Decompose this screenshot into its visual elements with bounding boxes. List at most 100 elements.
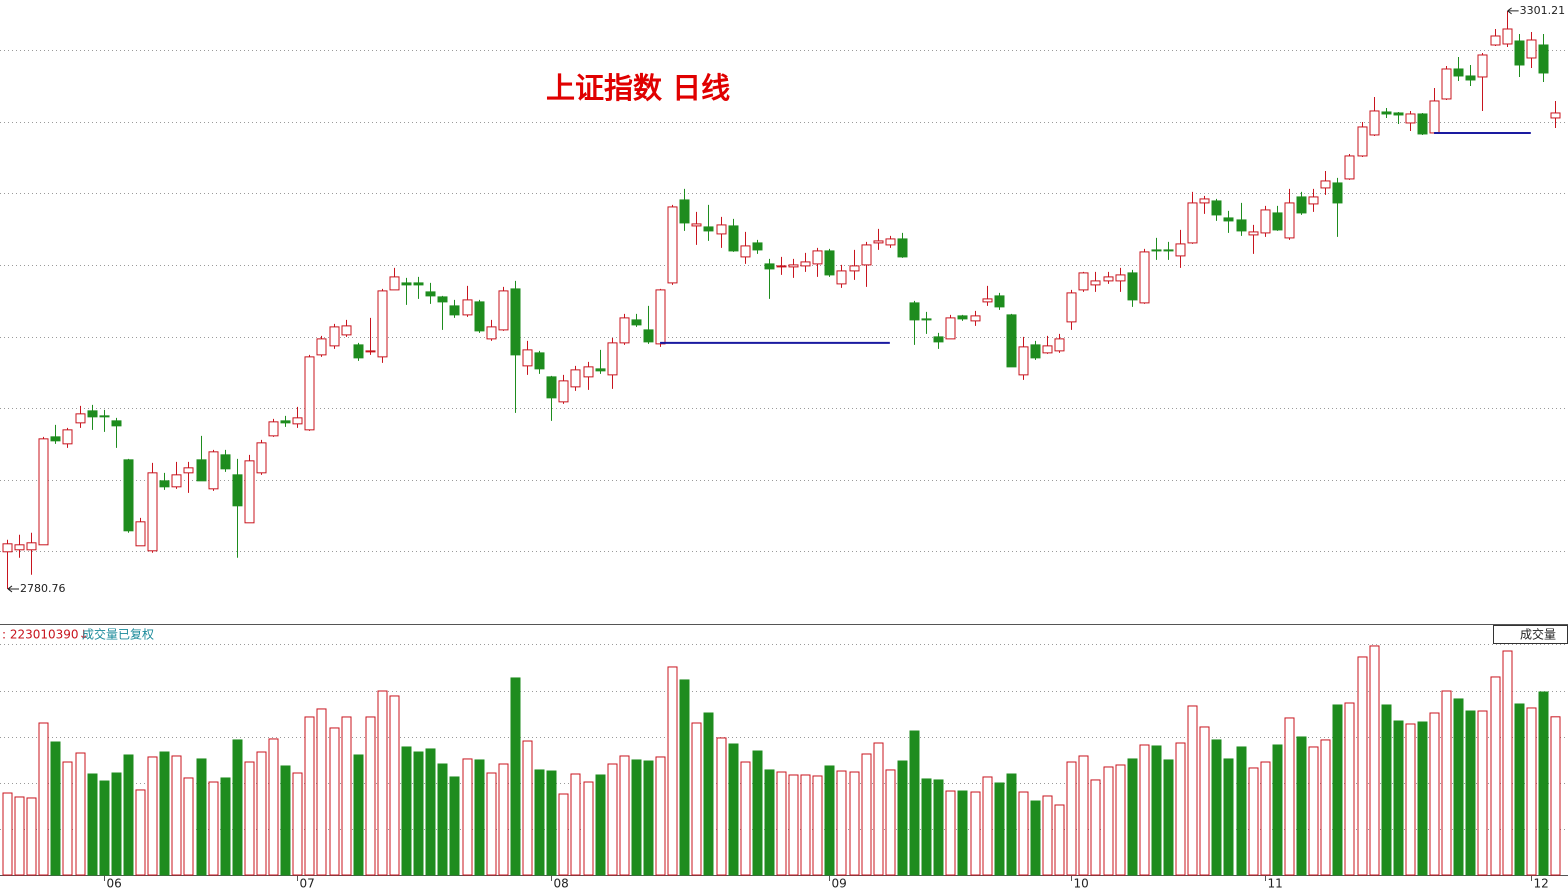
candle-body [1417, 113, 1428, 135]
volume-bar [1369, 645, 1380, 876]
candle-body [631, 319, 642, 326]
volume-bar [933, 779, 944, 876]
candle-body [425, 291, 436, 297]
candle-body [353, 344, 364, 359]
volume-bar [474, 759, 485, 876]
candle-body [147, 472, 158, 552]
volume-bar [800, 774, 811, 876]
volume-bar [534, 769, 545, 876]
volume-bar [1260, 761, 1271, 876]
volume-bar [1187, 705, 1198, 876]
volume-bar [365, 716, 376, 876]
volume-bar [2, 792, 13, 876]
candle-body [849, 265, 860, 272]
candle-body [38, 438, 49, 546]
volume-bar [764, 769, 775, 876]
candle-body [1441, 68, 1452, 100]
candle-body [836, 270, 847, 285]
volume-bar [389, 695, 400, 876]
candle-body [1369, 110, 1380, 136]
candle-body [994, 295, 1005, 308]
candle-body [752, 242, 763, 251]
volume-bar [1381, 704, 1392, 876]
volume-bar [316, 708, 327, 876]
volume-bar [1223, 758, 1234, 876]
candle-body [1393, 112, 1404, 116]
volume-bar [1308, 746, 1319, 876]
volume-bar [1236, 746, 1247, 876]
volume-bar [1030, 800, 1041, 876]
candle-body [921, 318, 932, 321]
volume-bar [268, 738, 279, 876]
volume-bar [824, 765, 835, 876]
volume-bar [619, 755, 630, 876]
candle-body [740, 245, 751, 258]
volume-bar [945, 790, 956, 876]
candle-body [945, 317, 956, 340]
candle-body [1115, 274, 1126, 282]
candle-body [873, 240, 884, 244]
candle-body [365, 350, 376, 353]
candle-body [776, 265, 787, 268]
candle-body [232, 474, 243, 507]
candle-body [341, 325, 352, 336]
volume-bar [522, 740, 533, 876]
volume-bar [1139, 744, 1150, 876]
candle-body [1477, 54, 1488, 78]
candle-body [268, 421, 279, 437]
candle-body [280, 420, 291, 424]
volume-bar [776, 771, 787, 876]
volume-bar [220, 777, 231, 876]
volume-bar [595, 774, 606, 876]
volume-bar [788, 774, 799, 876]
volume-bar [147, 756, 158, 876]
volume-bar [703, 712, 714, 876]
volume-bar [1284, 717, 1295, 876]
candle-body [1151, 249, 1162, 252]
candle-body [316, 338, 327, 356]
candle-body [1320, 180, 1331, 189]
annotation-arrow [7, 585, 19, 593]
candle-body [1103, 276, 1114, 282]
volume-bar [1514, 703, 1525, 876]
volume-bar [75, 752, 86, 876]
candle-body [50, 436, 61, 442]
volume-button-label[interactable]: 成交量 [1520, 627, 1556, 642]
candle-body [1357, 126, 1368, 157]
candle-body [26, 542, 37, 551]
volume-bar [62, 761, 73, 876]
volume-bar [994, 782, 1005, 876]
volume-bar [667, 666, 678, 876]
candle-body [377, 290, 388, 358]
candle-body [1211, 200, 1222, 216]
candle-body [534, 352, 545, 370]
volume-bar [1054, 804, 1065, 876]
volume-bar [171, 755, 182, 876]
volume-bar [1006, 773, 1017, 876]
volume-bar [970, 791, 981, 876]
volume-bar [849, 771, 860, 876]
volume-bar [655, 756, 666, 876]
candle-body [1381, 111, 1392, 115]
candle-body [99, 415, 110, 418]
volume-bar [957, 790, 968, 876]
candle-body [196, 459, 207, 482]
volume-bar [716, 737, 727, 876]
volume-bar [643, 760, 654, 876]
volume-bar [196, 758, 207, 876]
volume-bar [1465, 710, 1476, 876]
candle-body [1344, 155, 1355, 180]
candle-body [691, 223, 702, 227]
candle-body [1465, 75, 1476, 81]
candle-body [1526, 39, 1537, 59]
volume-bar [1272, 744, 1283, 876]
x-tick-label: 06 [107, 877, 122, 891]
candle-body [171, 474, 182, 488]
volume-bar [1357, 656, 1368, 876]
volume-bar [353, 754, 364, 876]
volume-bar [1018, 791, 1029, 876]
candle-body [62, 429, 73, 445]
candle-body [1042, 345, 1053, 354]
candle-body [788, 264, 799, 268]
